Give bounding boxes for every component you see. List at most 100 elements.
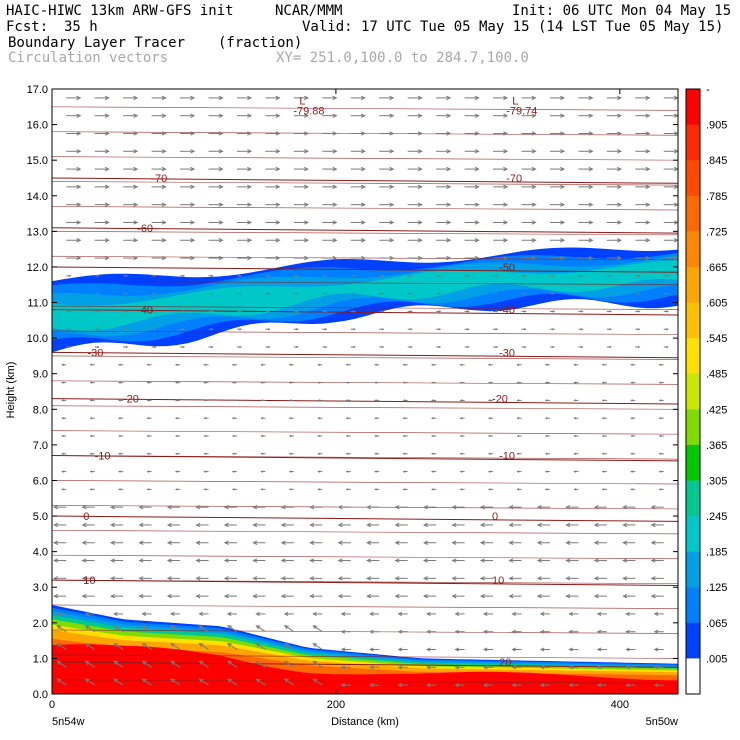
vector-arrowhead (503, 238, 509, 243)
colorbar-swatch (686, 516, 700, 553)
vector-arrowhead (593, 593, 599, 599)
vector-arrowhead (446, 166, 452, 172)
vector-arrowhead (324, 328, 328, 331)
vector-arrowhead (552, 274, 556, 277)
vector-arrowhead (174, 488, 178, 491)
vector-arrowhead (198, 642, 204, 648)
vector-arrowhead (508, 522, 514, 528)
vector-arrowhead (417, 220, 423, 225)
vector-arrowhead (340, 683, 346, 688)
vector-arrowhead (650, 540, 656, 545)
vector-arrowhead (280, 558, 286, 563)
vector-arrowhead (588, 166, 594, 172)
vector-arrowhead (104, 166, 110, 172)
vector-arrowhead (474, 113, 480, 118)
isotherm-minor (52, 330, 678, 335)
vector-arrowhead (389, 166, 395, 172)
vector-arrowhead (508, 540, 514, 545)
vector-arrowhead (280, 522, 286, 528)
vector-arrowhead (332, 202, 338, 207)
colorbar-swatch (686, 160, 700, 197)
vector-arrowhead (438, 310, 442, 313)
vector-arrowhead (255, 642, 261, 648)
vector-arrowhead (61, 417, 64, 420)
vector-arrowhead (117, 417, 121, 420)
vector-arrowhead (280, 576, 286, 581)
vector-arrowhead (511, 683, 516, 688)
vector-arrowhead (288, 470, 292, 473)
vector-arrowhead (625, 683, 630, 688)
contour-label: -10 (95, 451, 111, 463)
vector-arrowhead (645, 184, 651, 190)
vector-arrowhead (531, 184, 537, 190)
vector-arrowhead (161, 255, 167, 261)
vector-arrowhead (637, 274, 641, 277)
isotherm-minor (52, 405, 678, 410)
vector-arrowhead (133, 166, 139, 172)
isotherm-minor (52, 654, 678, 659)
colorbar-label: .665 (706, 262, 727, 274)
isotherm--20 (52, 398, 678, 405)
vector-arrowhead (609, 328, 613, 331)
vector-arrowhead (374, 452, 377, 455)
vector-arrowhead (630, 417, 633, 420)
vector-arrowhead (174, 417, 178, 420)
colorbar-label: .845 (706, 155, 727, 167)
temperature-contours (52, 106, 678, 684)
vector-arrowhead (430, 417, 434, 420)
tracer-band-0 (52, 644, 678, 694)
vector-arrowhead (573, 417, 577, 420)
vector-arrowhead (317, 417, 320, 420)
vector-arrowhead (345, 470, 349, 473)
vector-arrowhead (531, 202, 537, 207)
vector-arrowhead (438, 292, 442, 295)
vector-arrowhead (317, 363, 320, 366)
minimum-value: -79.74 (506, 106, 537, 118)
vector-arrowhead (451, 522, 457, 528)
vector-arrowhead (446, 238, 452, 243)
vector-arrowhead (337, 504, 343, 510)
vector-arrowhead (410, 328, 413, 331)
isotherm-minor (52, 156, 678, 161)
vector-arrowhead (84, 625, 90, 630)
contour-label: 20 (499, 657, 511, 669)
vector-arrowhead (658, 363, 662, 366)
vector-arrowhead (195, 504, 201, 510)
vector-arrowhead (593, 522, 599, 528)
vector-arrowhead (170, 678, 176, 683)
vector-arrowhead (531, 131, 537, 136)
colorbar-label: .485 (706, 369, 727, 381)
vector-arrowhead (374, 417, 377, 420)
colorbar-label: .125 (706, 582, 727, 594)
vector-arrowhead (231, 488, 235, 491)
vector-arrowhead (568, 647, 573, 652)
vector-arrowhead (539, 611, 545, 616)
vector-arrowhead (588, 95, 594, 101)
vector-arrowhead (226, 625, 232, 630)
vector-arrowhead (203, 381, 207, 384)
vector-arrowhead (374, 381, 377, 384)
vector-arrowhead (138, 504, 144, 510)
vector-arrow (256, 625, 266, 633)
colorbar-swatch (686, 622, 700, 659)
vector-arrowhead (560, 220, 566, 225)
vector-arrowhead (104, 220, 110, 225)
x-tick-label: 400 (611, 699, 629, 711)
vector-arrowhead (531, 238, 537, 243)
vector-arrowhead (531, 166, 537, 172)
colorbar-label: .185 (706, 547, 727, 559)
colorbar-label: - (706, 84, 710, 96)
vector-arrowhead (588, 202, 594, 207)
vector-arrowhead (446, 113, 452, 118)
vector-arrowhead (622, 558, 628, 563)
vector-arrowhead (482, 665, 488, 670)
vector-arrowhead (161, 149, 167, 154)
vector-arrowhead (161, 166, 167, 172)
vector-arrowhead (482, 647, 488, 652)
vector-arrowhead (381, 345, 385, 349)
vector-arrowhead (56, 678, 62, 683)
vector-arrowhead (422, 540, 428, 545)
org-label: NCAR/MMM (275, 3, 343, 19)
vector-arrowhead (653, 647, 659, 652)
vector-arrow (56, 678, 67, 686)
